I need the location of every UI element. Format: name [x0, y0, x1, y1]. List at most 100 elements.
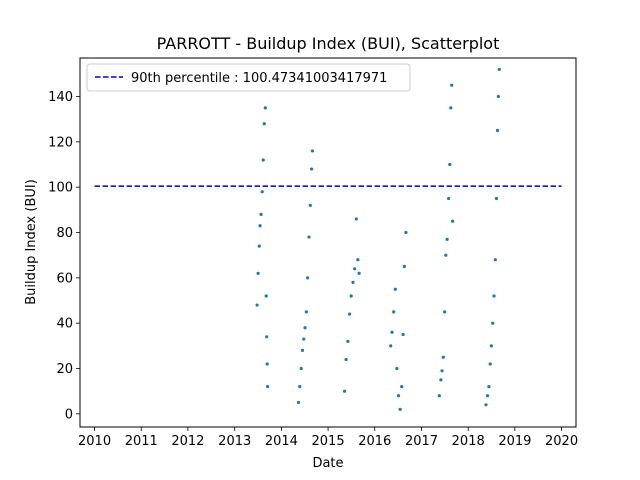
data-point-0-5 [260, 190, 264, 194]
data-point-2-6 [304, 310, 308, 314]
data-point-2-9 [308, 203, 312, 207]
data-point-2-5 [303, 326, 307, 330]
data-point-1-1 [265, 362, 269, 366]
x-tick-label-2011: 2011 [125, 434, 158, 449]
plot-frame [79, 57, 577, 428]
y-tick-label-100: 100 [48, 181, 73, 196]
data-point-2-3 [300, 348, 305, 352]
data-point-2-7 [306, 276, 310, 280]
x-tick-label-2012: 2012 [171, 434, 204, 449]
y-tick-label-40: 40 [56, 317, 73, 332]
data-point-0-9 [264, 294, 268, 298]
data-point-4-8 [401, 332, 405, 337]
data-point-4-6 [398, 407, 402, 411]
data-point-5-6 [445, 237, 449, 241]
data-point-1-0 [265, 335, 269, 339]
data-point-4-2 [392, 310, 396, 314]
data-point-3-2 [346, 339, 350, 343]
y-tick-label-120: 120 [48, 135, 73, 150]
data-point-2-4 [302, 337, 306, 341]
data-point-5-10 [450, 83, 454, 87]
y-axis: 0 20 40 60 80 100 120 140 [48, 90, 80, 422]
data-point-3-6 [353, 267, 357, 271]
chart-title: PARROTT - Buildup Index (BUI), Scatterpl… [157, 34, 500, 53]
data-point-4-4 [395, 366, 399, 371]
data-point-5-1 [439, 378, 443, 382]
data-point-0-8 [263, 106, 267, 110]
x-tick-label-2018: 2018 [452, 434, 485, 449]
legend: 90th percentile : 100.47341003417971 [86, 63, 411, 92]
data-point-6-3 [488, 362, 492, 366]
data-point-6-2 [487, 385, 491, 389]
data-point-5-9 [449, 106, 453, 110]
data-point-6-4 [489, 344, 493, 348]
data-point-6-6 [492, 294, 496, 298]
data-point-5-11 [451, 219, 455, 223]
data-point-0-3 [258, 224, 262, 228]
data-point-2-10 [309, 167, 314, 171]
data-point-0-2 [257, 244, 261, 248]
x-tick-label-2013: 2013 [218, 434, 251, 449]
data-point-6-7 [493, 258, 497, 262]
data-point-3-9 [357, 271, 361, 275]
data-point-5-0 [437, 394, 441, 398]
x-tick-label-2015: 2015 [312, 434, 345, 449]
data-point-2-2 [299, 366, 303, 371]
data-point-0-0 [255, 303, 259, 307]
data-point-2-0 [296, 400, 301, 405]
data-point-5-7 [447, 196, 451, 201]
data-point-4-9 [402, 264, 406, 269]
data-point-2-1 [298, 385, 302, 389]
legend-box [86, 63, 411, 92]
legend-label: 90th percentile : 100.47341003417971 [131, 71, 387, 86]
data-point-3-8 [356, 258, 360, 262]
x-axis: 2010 2011 2012 2013 2014 2015 2016 2017 2018 2019… [78, 427, 578, 449]
data-point-3-5 [351, 280, 355, 284]
data-point-6-8 [494, 196, 499, 201]
data-point-5-4 [443, 310, 447, 314]
data-point-3-4 [349, 294, 353, 298]
data-point-4-5 [396, 394, 401, 398]
data-point-5-3 [441, 355, 445, 359]
data-point-4-0 [389, 344, 393, 348]
data-point-3-3 [347, 312, 352, 316]
y-tick-label-60: 60 [56, 271, 73, 286]
data-point-6-1 [485, 394, 490, 398]
x-tick-label-2019: 2019 [498, 434, 531, 449]
data-point-0-7 [262, 122, 266, 126]
data-point-6-5 [491, 321, 495, 325]
data-point-2-8 [307, 235, 311, 239]
data-point-6-0 [484, 403, 488, 407]
x-tick-label-2014: 2014 [265, 434, 298, 449]
data-point-0-6 [261, 158, 265, 162]
data-point-2-11 [310, 149, 315, 153]
x-tick-label-2020: 2020 [545, 434, 578, 449]
data-point-5-5 [444, 253, 448, 257]
x-tick-label-2017: 2017 [405, 434, 438, 449]
data-point-3-1 [344, 357, 348, 362]
y-tick-label-20: 20 [56, 362, 73, 377]
data-point-5-2 [440, 369, 444, 373]
x-tick-label-2010: 2010 [78, 434, 111, 449]
data-point-4-3 [393, 287, 397, 291]
data-point-6-11 [497, 67, 501, 71]
data-point-6-9 [495, 128, 500, 133]
data-point-0-4 [259, 212, 263, 216]
scatter-points [255, 67, 501, 411]
data-point-1-2 [265, 385, 270, 389]
y-axis-label: Buildup Index (BUI) [24, 179, 39, 305]
data-point-0-1 [256, 271, 260, 275]
data-point-4-7 [400, 385, 404, 389]
y-tick-label-140: 140 [48, 90, 73, 105]
x-axis-label: Date [312, 456, 343, 471]
y-tick-label-0: 0 [65, 407, 73, 422]
data-point-4-10 [404, 230, 408, 235]
data-point-3-0 [342, 389, 347, 393]
data-point-5-8 [448, 162, 452, 167]
x-tick-label-2016: 2016 [358, 434, 391, 449]
data-point-6-10 [496, 94, 500, 99]
data-point-4-1 [390, 330, 394, 334]
data-point-3-7 [354, 217, 358, 221]
y-tick-label-80: 80 [56, 226, 73, 241]
